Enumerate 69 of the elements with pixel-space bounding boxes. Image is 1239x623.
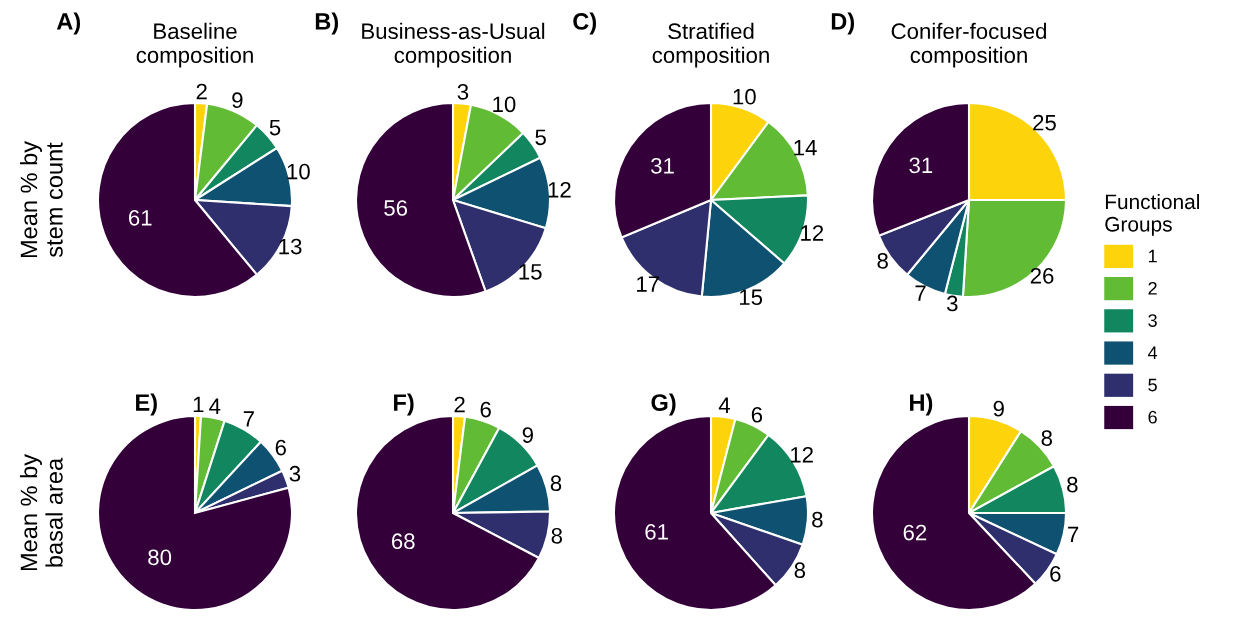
text: G) [651, 393, 676, 416]
data-label: 68 [391, 533, 415, 550]
data-label: 9 [522, 427, 533, 443]
data-label: 6 [275, 439, 286, 456]
data-label: 9 [993, 400, 1004, 417]
data-label: 61 [645, 524, 668, 540]
data-label: 6 [480, 401, 491, 418]
data-label: 15 [519, 264, 542, 280]
data-label: 5 [269, 119, 281, 136]
data-label: 14 [794, 140, 817, 156]
data-label: 15 [739, 289, 763, 306]
data-label: 8 [1067, 476, 1078, 493]
data-label: 56 [384, 200, 408, 216]
chart-title: Business-as-Usual composition [362, 22, 545, 68]
data-label: 26 [1030, 268, 1054, 284]
data-label: 13 [279, 238, 302, 255]
data-label: 12 [801, 225, 824, 241]
chart-title: Stratified composition [652, 22, 769, 68]
legend-label: 5 [1148, 378, 1157, 392]
data-label: 31 [651, 157, 674, 174]
text: C) [573, 12, 597, 35]
text: H) [910, 393, 933, 416]
legend-label: 2 [1148, 281, 1157, 295]
data-label: 8 [550, 475, 562, 492]
data-label: 9 [232, 92, 243, 109]
data-label: 10 [493, 96, 516, 113]
data-label: 80 [148, 549, 172, 566]
legend-label: 3 [1148, 314, 1157, 327]
text: A) [56, 12, 81, 35]
text: Mean % by stem count [19, 140, 63, 258]
data-label: 12 [791, 446, 813, 463]
data-label: 8 [794, 562, 806, 579]
data-label: 4 [209, 398, 221, 414]
data-label: 3 [289, 465, 301, 482]
data-label: 6 [1050, 565, 1061, 582]
legend-label: 6 [1148, 410, 1157, 424]
data-label: 61 [129, 209, 152, 226]
data-label: 8 [551, 527, 563, 544]
data-label: 2 [196, 83, 207, 100]
chart-title: Baseline composition [136, 22, 253, 68]
data-label: 2 [454, 396, 465, 413]
data-label: 31 [909, 157, 933, 174]
data-label: 8 [1041, 430, 1052, 446]
data-label: 5 [535, 129, 546, 146]
data-label: 10 [287, 163, 310, 180]
data-label: 1 [193, 396, 204, 413]
text: F) [394, 393, 414, 416]
text: Mean % by basal area [19, 453, 63, 571]
data-label: 8 [812, 511, 823, 528]
data-label: 10 [733, 88, 756, 105]
text: D) [831, 12, 855, 35]
data-label: 12 [548, 181, 571, 198]
legend-label: 4 [1148, 346, 1158, 359]
data-label: 3 [946, 295, 958, 312]
text: E) [136, 393, 157, 416]
data-label: 8 [877, 252, 888, 269]
data-label: 25 [1033, 114, 1056, 131]
legend-title: Functional Groups [1105, 193, 1199, 236]
data-label: 17 [637, 276, 659, 292]
data-label: 6 [751, 406, 763, 423]
chart-title: Conifer-focused composition [891, 22, 1047, 68]
data-label: 7 [1068, 526, 1079, 543]
legend-label: 1 [1148, 249, 1157, 263]
text: B) [315, 12, 339, 35]
data-label: 62 [903, 524, 927, 541]
data-label: 7 [915, 285, 926, 301]
data-label: 7 [243, 411, 254, 427]
data-label: 4 [718, 397, 731, 413]
data-label: 3 [457, 83, 469, 100]
